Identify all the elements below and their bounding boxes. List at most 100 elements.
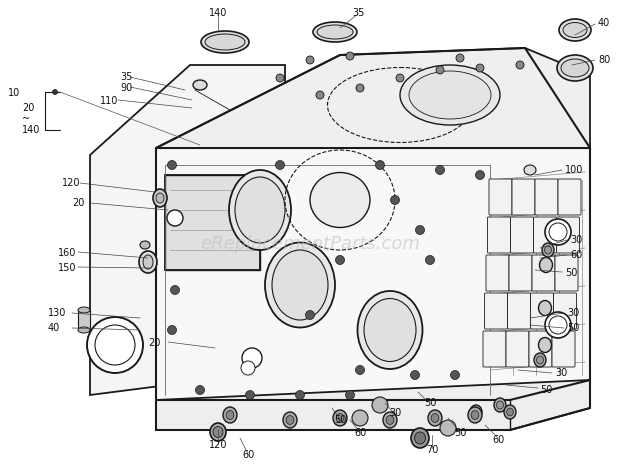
Ellipse shape: [524, 165, 536, 175]
Text: 80: 80: [598, 55, 610, 65]
Circle shape: [545, 219, 571, 245]
FancyBboxPatch shape: [487, 217, 510, 253]
Circle shape: [167, 210, 183, 226]
FancyBboxPatch shape: [535, 179, 558, 215]
Text: 130: 130: [48, 308, 66, 318]
Circle shape: [476, 171, 484, 180]
Text: 60: 60: [242, 450, 254, 460]
Circle shape: [372, 397, 388, 413]
Circle shape: [391, 196, 399, 204]
Circle shape: [425, 256, 435, 265]
Text: 50: 50: [334, 415, 346, 425]
Circle shape: [170, 285, 180, 295]
Ellipse shape: [78, 327, 90, 333]
FancyBboxPatch shape: [558, 179, 581, 215]
FancyBboxPatch shape: [552, 331, 575, 367]
Text: 60: 60: [492, 435, 504, 445]
FancyBboxPatch shape: [532, 255, 555, 291]
Ellipse shape: [156, 193, 164, 203]
Ellipse shape: [559, 19, 591, 41]
Ellipse shape: [563, 23, 587, 38]
Text: 90: 90: [120, 83, 132, 93]
Text: 60: 60: [570, 250, 582, 260]
Circle shape: [440, 420, 456, 436]
FancyBboxPatch shape: [509, 255, 532, 291]
FancyBboxPatch shape: [484, 293, 508, 329]
Ellipse shape: [78, 307, 90, 313]
FancyBboxPatch shape: [555, 255, 578, 291]
Ellipse shape: [468, 407, 482, 423]
Ellipse shape: [139, 251, 157, 273]
Ellipse shape: [317, 25, 353, 39]
Ellipse shape: [364, 298, 416, 361]
Circle shape: [451, 370, 459, 379]
Circle shape: [167, 326, 177, 335]
Ellipse shape: [507, 408, 513, 416]
FancyBboxPatch shape: [486, 255, 509, 291]
Circle shape: [242, 348, 262, 368]
Circle shape: [195, 385, 205, 394]
Circle shape: [356, 84, 364, 92]
Ellipse shape: [431, 414, 439, 423]
Text: eReplacementParts.com: eReplacementParts.com: [200, 235, 420, 253]
FancyBboxPatch shape: [508, 293, 531, 329]
Text: 60: 60: [354, 428, 366, 438]
Ellipse shape: [536, 356, 544, 364]
Polygon shape: [78, 310, 90, 330]
FancyBboxPatch shape: [483, 331, 506, 367]
Circle shape: [335, 256, 345, 265]
Circle shape: [516, 61, 524, 69]
Circle shape: [415, 226, 425, 235]
Text: 120: 120: [62, 178, 81, 188]
Ellipse shape: [428, 410, 442, 426]
Ellipse shape: [471, 411, 479, 419]
Text: 30: 30: [570, 235, 582, 245]
Polygon shape: [90, 65, 285, 395]
Ellipse shape: [265, 243, 335, 328]
Ellipse shape: [310, 172, 370, 227]
Ellipse shape: [201, 31, 249, 53]
Circle shape: [456, 54, 464, 62]
Circle shape: [545, 312, 571, 338]
Ellipse shape: [561, 59, 589, 77]
Circle shape: [275, 160, 285, 170]
Circle shape: [436, 66, 444, 74]
Circle shape: [376, 160, 384, 170]
Circle shape: [346, 52, 354, 60]
Text: 50: 50: [424, 398, 436, 408]
Text: 140: 140: [209, 8, 227, 18]
Ellipse shape: [143, 255, 153, 269]
Polygon shape: [165, 175, 260, 270]
Circle shape: [316, 91, 324, 99]
FancyBboxPatch shape: [554, 293, 577, 329]
FancyBboxPatch shape: [531, 293, 554, 329]
Text: 20: 20: [72, 198, 84, 208]
FancyBboxPatch shape: [506, 331, 529, 367]
Polygon shape: [156, 380, 590, 430]
Text: 150: 150: [58, 263, 76, 273]
Text: 10: 10: [8, 88, 20, 98]
Ellipse shape: [542, 243, 554, 257]
FancyBboxPatch shape: [510, 217, 533, 253]
FancyBboxPatch shape: [533, 217, 557, 253]
Ellipse shape: [544, 246, 552, 254]
Ellipse shape: [386, 415, 394, 424]
Circle shape: [306, 311, 314, 320]
Ellipse shape: [223, 407, 237, 423]
Ellipse shape: [504, 405, 516, 419]
Ellipse shape: [539, 258, 552, 273]
Circle shape: [476, 64, 484, 72]
Ellipse shape: [283, 412, 297, 428]
Ellipse shape: [272, 250, 328, 320]
Ellipse shape: [539, 337, 552, 352]
Ellipse shape: [153, 189, 167, 207]
Ellipse shape: [534, 353, 546, 367]
Text: 50: 50: [454, 428, 466, 438]
Text: 40: 40: [48, 323, 60, 333]
Text: 30: 30: [567, 308, 579, 318]
Ellipse shape: [497, 401, 503, 409]
Text: 140: 140: [22, 125, 40, 135]
Circle shape: [396, 74, 404, 82]
Ellipse shape: [193, 80, 207, 90]
Circle shape: [167, 160, 177, 170]
